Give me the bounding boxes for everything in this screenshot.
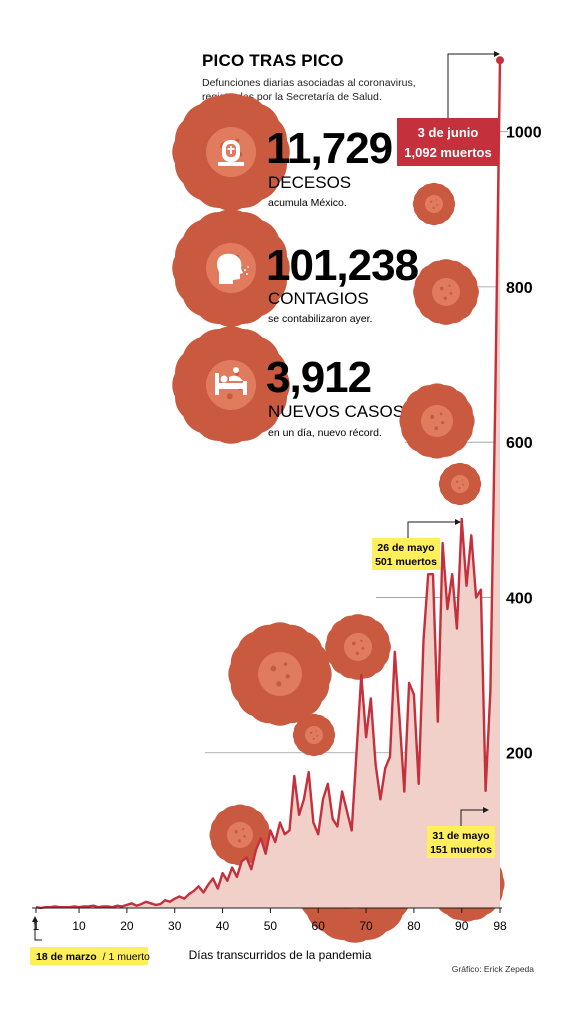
annotation-may26-box [372,538,440,570]
x-tick-label: 20 [120,919,134,933]
x-tick-label: 60 [312,919,326,933]
arrowhead-icon [32,916,38,922]
plot-area [35,56,504,910]
virus-icon [448,472,472,496]
x-tick-label: 98 [493,919,507,933]
x-tick-label: 10 [72,919,86,933]
infected-person-icon [197,234,265,302]
virus-icon [222,817,257,852]
stat-deaths: 11,729 DECESOS acumula México. [197,118,393,209]
virus-icon [339,628,377,666]
y-tick-label: 600 [506,435,533,452]
virus-icon [250,644,309,703]
annotation-start-text: 18 de marzo / 1 muerto [36,951,150,963]
stat-deaths-value: 11,729 [266,124,392,173]
annotation-may31-box [427,826,495,858]
x-tick-label: 50 [264,919,278,933]
chart-subtitle-line-1: Defunciones diarias asociadas al coronav… [202,77,416,89]
x-tick-label: 70 [359,919,373,933]
annotation-start: 18 de marzo / 1 muerto [30,916,150,965]
arrowhead-icon [483,807,489,813]
virus-icon [427,273,465,311]
stat-new-cases: 3,912 NUEVOS CASOS en un día, nuevo réco… [197,351,404,439]
credit: Gráfico: Erick Zepeda [452,964,534,974]
virus-icon [422,192,446,216]
x-tick-label: 30 [168,919,182,933]
annotation-peak: 3 de junio 1,092 muertos [397,51,500,166]
chart-title: PICO TRAS PICO [202,51,344,70]
stat-infections-label: CONTAGIOS [268,289,369,308]
hospital-bed-icon [197,351,265,419]
stat-infections-sublabel: se contabilizaron ayer. [268,313,372,325]
series-line [35,60,502,910]
annotation-peak-value: 1,092 muertos [404,145,491,160]
series-area [36,60,500,908]
x-axis: 1 10 20 30 40 50 60 70 80 90 98 [32,907,507,933]
x-tick-label: 90 [455,919,469,933]
x-tick-label: 80 [407,919,421,933]
stat-infections: 101,238 CONTAGIOS se contabilizaron ayer… [197,234,420,325]
annotation-may31-date: 31 de mayo [432,830,489,842]
annotation-peak-box [397,118,499,166]
stat-deaths-sublabel: acumula México. [268,197,347,209]
y-tick-label: 400 [506,590,533,607]
annotation-may31: 31 de mayo 151 muertos [427,807,495,858]
annotation-may31-value: 151 muertos [430,844,492,856]
y-tick-label: 1000 [506,125,542,142]
peak-marker [496,56,504,65]
virus-icon [302,723,326,747]
stat-new-cases-value: 3,912 [266,353,371,402]
annotation-start-value: / 1 muerto [103,951,150,963]
x-tick-label: 40 [216,919,230,933]
stat-new-cases-label: NUEVOS CASOS [268,402,404,421]
y-tick-label: 800 [506,280,533,297]
annotation-start-date: 18 de marzo [36,951,97,963]
annotation-may26-value: 501 muertos [375,556,437,568]
annotation-start-box [30,947,148,965]
stat-new-cases-sublabel: en un día, nuevo récord. [268,427,382,439]
arrowhead-icon [494,51,500,57]
stat-deaths-label: DECESOS [268,173,351,192]
arrowhead-icon [455,519,461,525]
stat-infections-value: 101,238 [266,241,419,290]
annotation-peak-pointer [447,53,494,118]
annotation-may26-date: 26 de mayo [377,542,434,554]
annotation-may26: 26 de mayo 501 muertos [372,519,461,570]
virus-icon [415,399,458,442]
x-tick-label: 1 [33,919,40,933]
annotation-peak-date: 3 de junio [418,125,479,140]
x-axis-label: Días transcurridos de la pandemia [189,948,372,962]
tombstone-icon [197,118,265,186]
y-tick-label: 200 [506,746,533,763]
